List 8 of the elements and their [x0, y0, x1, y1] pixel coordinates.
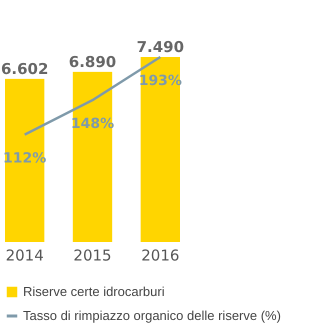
x-tick-label: 2014 [6, 246, 44, 264]
x-tick-label: 2015 [73, 246, 112, 264]
data-label: 6.890 [68, 52, 116, 71]
legend-label: Tasso di rimpiazzo organico delle riserve (%) [23, 308, 281, 323]
data-label: 7.490 [136, 38, 184, 56]
x-tick-label: 2016 [141, 246, 180, 264]
data-label: 6.602 [0, 60, 48, 78]
legend-label: Riserve certe idrocarburi [23, 284, 165, 299]
